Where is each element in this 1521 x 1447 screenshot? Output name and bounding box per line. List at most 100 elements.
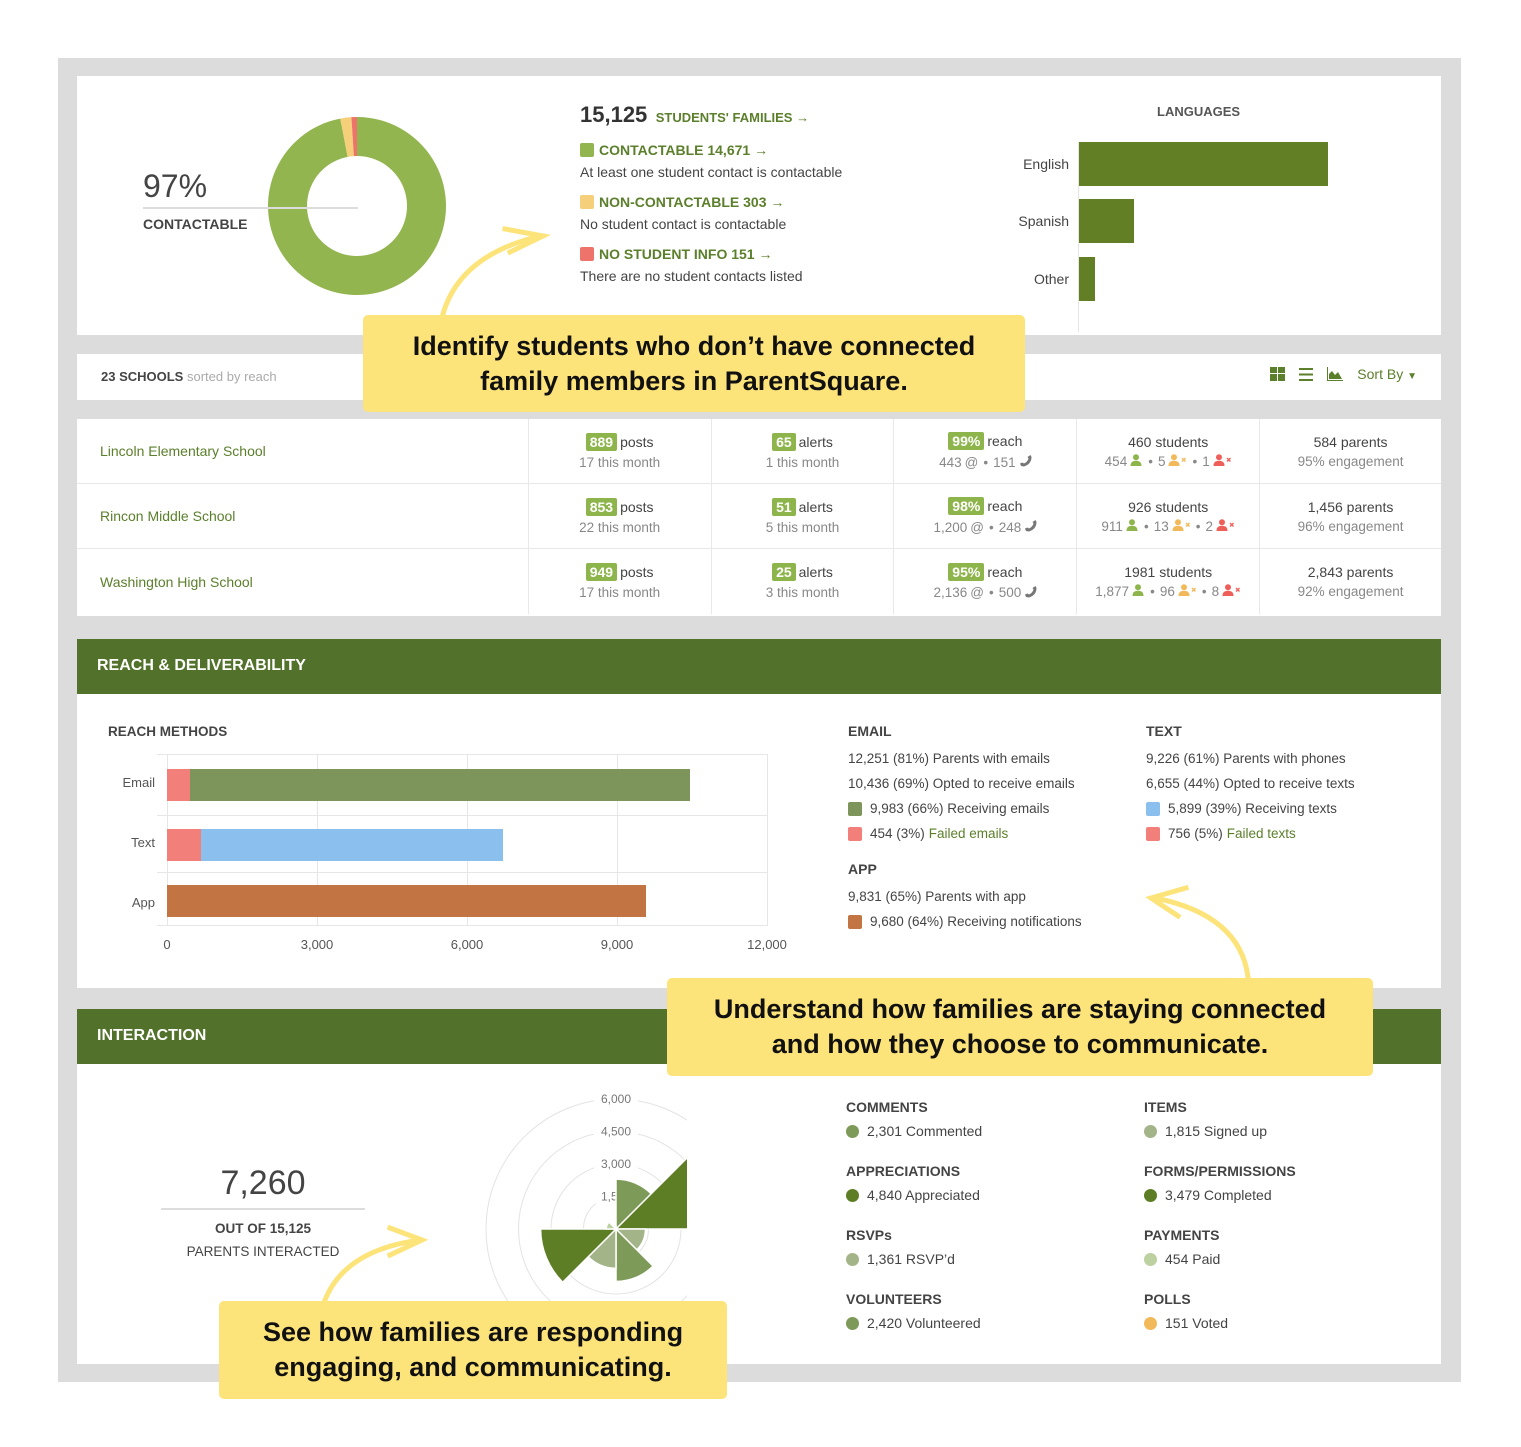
engagement-percent: 95% engagement xyxy=(1297,453,1404,469)
contactable-percent: 97% xyxy=(143,168,208,204)
table-row[interactable]: Lincoln Elementary School 889 posts 17 th… xyxy=(77,419,1441,484)
interaction-item-forms-permissions: FORMS/PERMISSIONS 3,479 Completed xyxy=(1144,1163,1296,1227)
interaction-item-polls: POLLS 151 Voted xyxy=(1144,1291,1296,1355)
school-name-link[interactable]: Washington High School xyxy=(100,573,253,590)
failed-texts-count: 756 (5%) xyxy=(1168,826,1223,841)
email-stats-title: EMAIL xyxy=(848,723,892,739)
bar-text[interactable] xyxy=(167,829,503,861)
grid-line xyxy=(157,815,767,816)
interaction-item-title: PAYMENTS xyxy=(1144,1227,1220,1243)
callout-line: See how families are responding xyxy=(262,1317,684,1347)
interaction-item-title: ITEMS xyxy=(1144,1099,1187,1115)
legend-dot xyxy=(1144,1252,1157,1266)
interaction-item-payments: PAYMENTS 454 Paid xyxy=(1144,1227,1296,1291)
alerts-this-month: 1 this month xyxy=(765,454,840,470)
bar-failed-segment xyxy=(167,769,190,801)
polar-sector[interactable] xyxy=(615,1227,655,1283)
table-row[interactable]: Rincon Middle School 853 posts 22 this mo… xyxy=(77,484,1441,549)
reach-badge: 98% xyxy=(948,497,985,515)
parents-cell: 2,843 parents 92% engagement xyxy=(1259,549,1441,614)
donut-segment[interactable] xyxy=(340,117,354,157)
legend-dot xyxy=(846,1316,859,1330)
interaction-item-title: RSVPs xyxy=(846,1227,892,1243)
callout-line: and how they choose to communicate. xyxy=(771,1029,1269,1059)
reach-email-count: 1,200 xyxy=(933,519,968,535)
receiving-emails-swatch xyxy=(848,801,862,816)
polar-sector[interactable] xyxy=(612,1224,617,1231)
callout-stay-connected: Understand how families are staying conn… xyxy=(667,978,1373,1076)
bar-app[interactable] xyxy=(167,885,646,917)
donut-segment[interactable] xyxy=(351,117,357,157)
x-tick: 6,000 xyxy=(450,937,484,952)
app-stat-line: 9,831 (65%) Parents with app xyxy=(848,889,1026,904)
reach-cell: 98% reach 1,200 @ • 248 xyxy=(893,484,1076,548)
sort-by-dropdown[interactable]: Sort By ▼ xyxy=(1357,366,1417,382)
table-row[interactable]: Washington High School 949 posts 17 this … xyxy=(77,549,1441,614)
alerts-badge: 51 xyxy=(772,497,796,516)
bar-email[interactable] xyxy=(167,769,690,801)
alerts-badge: 25 xyxy=(772,563,796,581)
interaction-item-title: FORMS/PERMISSIONS xyxy=(1144,1163,1296,1179)
reach-label: reach xyxy=(987,498,1023,514)
polar-sector[interactable] xyxy=(539,1228,618,1284)
caret-down-icon: ▼ xyxy=(1407,371,1417,382)
callout-line: family members in ParentSquare. xyxy=(480,365,908,396)
failed-texts-link[interactable]: Failed texts xyxy=(1226,826,1296,841)
reach-phone-count: 151 xyxy=(993,454,1016,470)
reach-label: reach xyxy=(987,563,1023,580)
alerts-cell: 25 alerts 3 this month xyxy=(710,549,894,614)
non-contactable-students: 13 xyxy=(1153,518,1169,534)
engagement-percent: 92% engagement xyxy=(1297,584,1404,599)
interaction-item-comments: COMMENTS 2,301 Commented xyxy=(846,1099,982,1163)
students-families-link[interactable]: STUDENTS' FAMILIES xyxy=(656,110,809,125)
receiving-notifications-swatch xyxy=(848,914,862,929)
posts-this-month: 22 this month xyxy=(579,519,661,535)
non-contactable-swatch xyxy=(580,195,594,209)
school-name-link[interactable]: Rincon Middle School xyxy=(100,508,236,524)
list-view-icon[interactable] xyxy=(1299,367,1314,381)
language-row-spanish[interactable]: Spanish xyxy=(997,199,1134,243)
languages-axis xyxy=(1078,142,1079,332)
contactable-label: CONTACTABLE xyxy=(143,216,248,232)
chart-view-icon[interactable] xyxy=(1327,367,1344,381)
no-student-info-link[interactable]: NO STUDENT INFO 151 xyxy=(599,246,772,262)
polar-sector[interactable] xyxy=(614,1155,687,1230)
contactable-link[interactable]: CONTACTABLE 14,671 xyxy=(599,142,768,158)
phone-icon xyxy=(1024,585,1037,601)
donut-segment[interactable] xyxy=(268,117,446,295)
interaction-item-value: 151 Voted xyxy=(1165,1315,1229,1331)
reach-email-count: 2,136 xyxy=(933,585,968,600)
contactability-donut-chart[interactable] xyxy=(267,116,447,296)
failed-emails-swatch xyxy=(848,826,862,841)
alerts-this-month: 3 this month xyxy=(765,585,840,600)
language-row-other[interactable]: Other xyxy=(997,257,1095,301)
non-contactable-desc: No student contact is contactable xyxy=(580,216,787,232)
x-tick: 3,000 xyxy=(300,937,334,952)
schools-count: 23 SCHOOLS sorted by reach xyxy=(101,369,277,384)
separator: • xyxy=(1143,518,1149,534)
interaction-item-volunteers: VOLUNTEERS 2,420 Volunteered xyxy=(846,1291,982,1355)
language-row-english[interactable]: English xyxy=(997,142,1328,186)
language-bar xyxy=(1079,199,1134,243)
phone-icon xyxy=(1019,454,1032,470)
no-info-swatch xyxy=(580,247,594,261)
legend-dot xyxy=(1144,1124,1157,1138)
posts-cell: 889 posts 17 this month xyxy=(527,419,711,483)
failed-emails-link[interactable]: Failed emails xyxy=(928,826,1009,841)
school-name-link[interactable]: Lincoln Elementary School xyxy=(100,443,266,459)
callout-responding: See how families are responding engaging… xyxy=(219,1301,727,1399)
languages-title: LANGUAGES xyxy=(1157,104,1241,119)
text-receiving: 5,899 (39%) Receiving texts xyxy=(1146,796,1355,821)
no-info-desc: There are no student contacts listed xyxy=(580,268,803,284)
posts-this-month: 17 this month xyxy=(579,454,661,470)
grid-view-icon[interactable] xyxy=(1270,367,1286,381)
person-non-contactable-icon xyxy=(1172,518,1191,534)
language-label: Other xyxy=(1033,271,1069,287)
reach-cell: 99% reach 443 @ • 151 xyxy=(893,419,1076,483)
non-contactable-link[interactable]: NON-CONTACTABLE 303 xyxy=(599,194,784,210)
contactable-swatch xyxy=(580,143,594,157)
section-title-reach: REACH & DELIVERABILITY xyxy=(77,639,1441,694)
legend-dot xyxy=(1144,1188,1157,1202)
person-non-contactable-icon xyxy=(1178,584,1197,599)
